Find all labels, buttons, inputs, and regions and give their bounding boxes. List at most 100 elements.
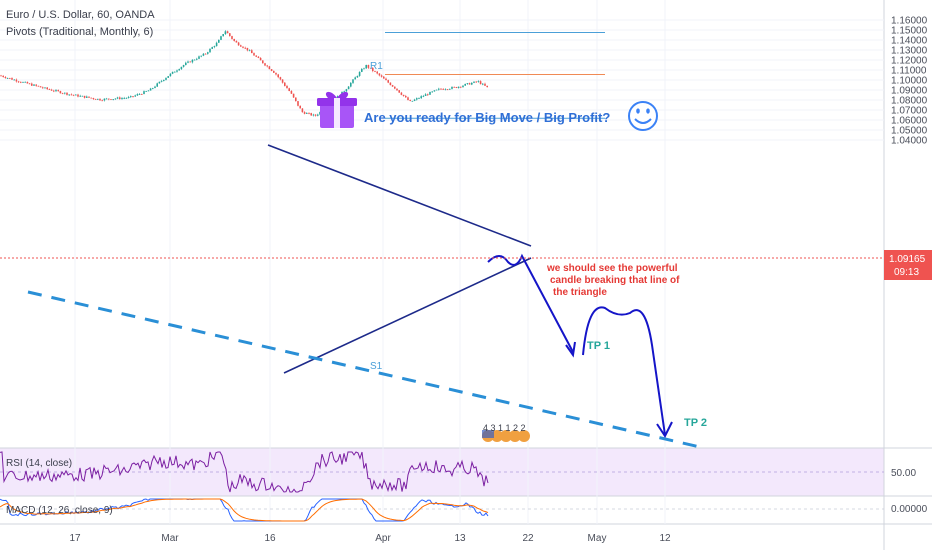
candle-body <box>176 70 178 72</box>
candle-body <box>24 81 26 83</box>
rsi-legend[interactable]: RSI (14, close) <box>6 458 73 469</box>
candle-body <box>279 77 282 80</box>
candle-body <box>484 83 486 86</box>
candle-body <box>88 96 90 98</box>
time-tick-label: Apr <box>375 533 391 544</box>
candle-body <box>422 95 425 97</box>
candle-body <box>209 48 211 53</box>
candle-body <box>473 81 475 83</box>
tp2-label: TP 2 <box>684 417 707 429</box>
candle-body <box>125 97 128 99</box>
candle-body <box>37 85 40 87</box>
note-line-2: candle breaking that line of <box>550 275 680 286</box>
candle-body <box>244 47 246 49</box>
price-tick-label: 1.04000 <box>891 136 928 147</box>
candle-body <box>198 56 200 59</box>
drawings-layer <box>27 144 701 449</box>
candle-body <box>433 90 436 92</box>
candle-body <box>405 96 407 98</box>
candle-body <box>92 98 95 99</box>
candle-body <box>121 98 123 100</box>
economic-events-icon[interactable] <box>482 430 530 442</box>
candle-body <box>350 82 352 87</box>
candle-body <box>77 94 79 97</box>
candle-body <box>2 75 4 78</box>
candle-body <box>264 63 266 66</box>
candle-body <box>253 53 255 56</box>
candle-body <box>226 31 229 34</box>
economic-events-counts: 4 3 1 1 2 2 <box>483 423 526 433</box>
candle-body <box>380 75 383 77</box>
candle-body <box>103 98 106 101</box>
candle-body <box>70 94 73 96</box>
candle-body <box>367 64 370 68</box>
candle-body <box>266 65 268 67</box>
candle-body <box>457 86 460 88</box>
candle-body <box>418 98 420 99</box>
candle-body <box>468 83 471 85</box>
candle-body <box>224 31 227 35</box>
candle-body <box>281 79 284 83</box>
candle-body <box>413 99 416 101</box>
candle-body <box>17 81 20 83</box>
time-tick-label: 17 <box>69 533 81 544</box>
candle-body <box>306 113 308 114</box>
candle-body <box>383 76 385 79</box>
chart-title[interactable]: Euro / U.S. Dollar, 60, OANDA <box>6 9 155 21</box>
smiley-icon <box>628 101 658 131</box>
candle-body <box>22 81 24 83</box>
candle-body <box>297 101 299 106</box>
note-line-3: the triangle <box>553 287 607 298</box>
candle-body <box>257 56 260 58</box>
price-tick-label: 1.14000 <box>891 36 928 47</box>
price-axis[interactable]: 1.160001.150001.140001.130001.120001.110… <box>891 16 928 147</box>
macd-level-label: 0.00000 <box>891 504 928 515</box>
candle-body <box>154 86 156 89</box>
rsi-background-band <box>0 448 884 496</box>
candle-body <box>119 97 121 100</box>
triangle-lower-line[interactable] <box>283 257 532 374</box>
candle-body <box>292 93 295 98</box>
candle-body <box>83 95 86 98</box>
candle-body <box>460 86 462 88</box>
price-tick-label: 1.09000 <box>891 86 928 97</box>
candle-body <box>429 91 431 95</box>
candle-body <box>354 77 356 80</box>
candle-body <box>277 74 279 78</box>
candle-body <box>308 113 310 114</box>
candle-body <box>229 33 231 37</box>
candle-body <box>237 42 240 46</box>
candle-body <box>387 80 389 83</box>
time-tick-label: 16 <box>264 533 276 544</box>
candle-body <box>455 87 458 88</box>
candle-body <box>191 59 194 63</box>
candle-body <box>158 81 161 84</box>
candle-body <box>149 88 152 91</box>
triangle-upper-line[interactable] <box>267 144 532 247</box>
candle-body <box>262 60 264 64</box>
time-axis[interactable]: 17 Mar 16 Apr 13 22 May 12 <box>69 533 671 544</box>
candle-body <box>211 47 213 49</box>
candle-body <box>132 96 134 97</box>
pivots-indicator-legend[interactable]: Pivots (Traditional, Monthly, 6) <box>6 26 154 38</box>
candle-body <box>178 69 180 71</box>
candle-body <box>196 58 198 60</box>
macd-legend[interactable]: MACD (12, 26, close, 9) <box>6 505 113 516</box>
candle-body <box>94 98 97 100</box>
price-tick-label: 1.15000 <box>891 26 928 37</box>
tp2-arrowhead-icon <box>656 421 673 438</box>
candle-body <box>42 87 44 89</box>
price-tick-label: 1.06000 <box>891 116 928 127</box>
candle-body <box>376 71 378 74</box>
candle-body <box>451 86 453 89</box>
candle-body <box>116 97 119 99</box>
projection-path-tp2 <box>582 306 666 436</box>
candle-body <box>4 77 7 79</box>
candle-body <box>411 100 414 102</box>
candle-body <box>81 95 84 97</box>
rsi-layer <box>0 451 884 493</box>
dashed-support-line[interactable] <box>27 290 701 449</box>
candle-body <box>101 100 103 102</box>
candle-body <box>402 94 405 97</box>
